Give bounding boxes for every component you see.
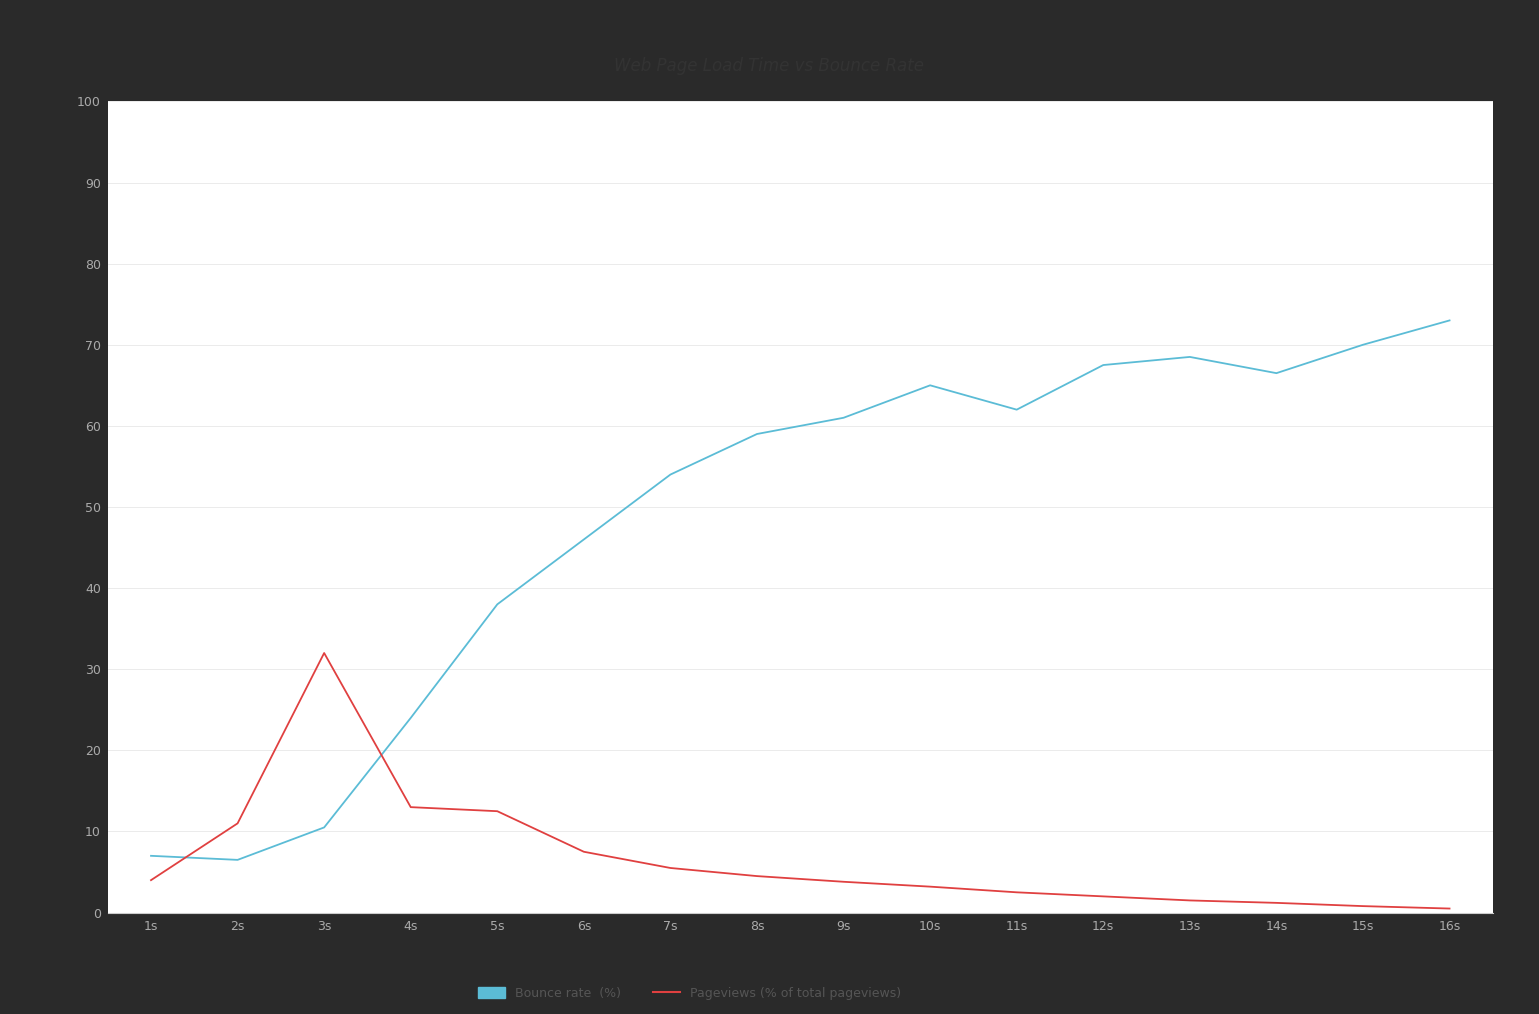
Text: Web Page Load Time vs Bounce Rate: Web Page Load Time vs Bounce Rate	[614, 57, 925, 75]
Legend: Bounce rate  (%), Pageviews (% of total pageviews): Bounce rate (%), Pageviews (% of total p…	[477, 987, 902, 1000]
